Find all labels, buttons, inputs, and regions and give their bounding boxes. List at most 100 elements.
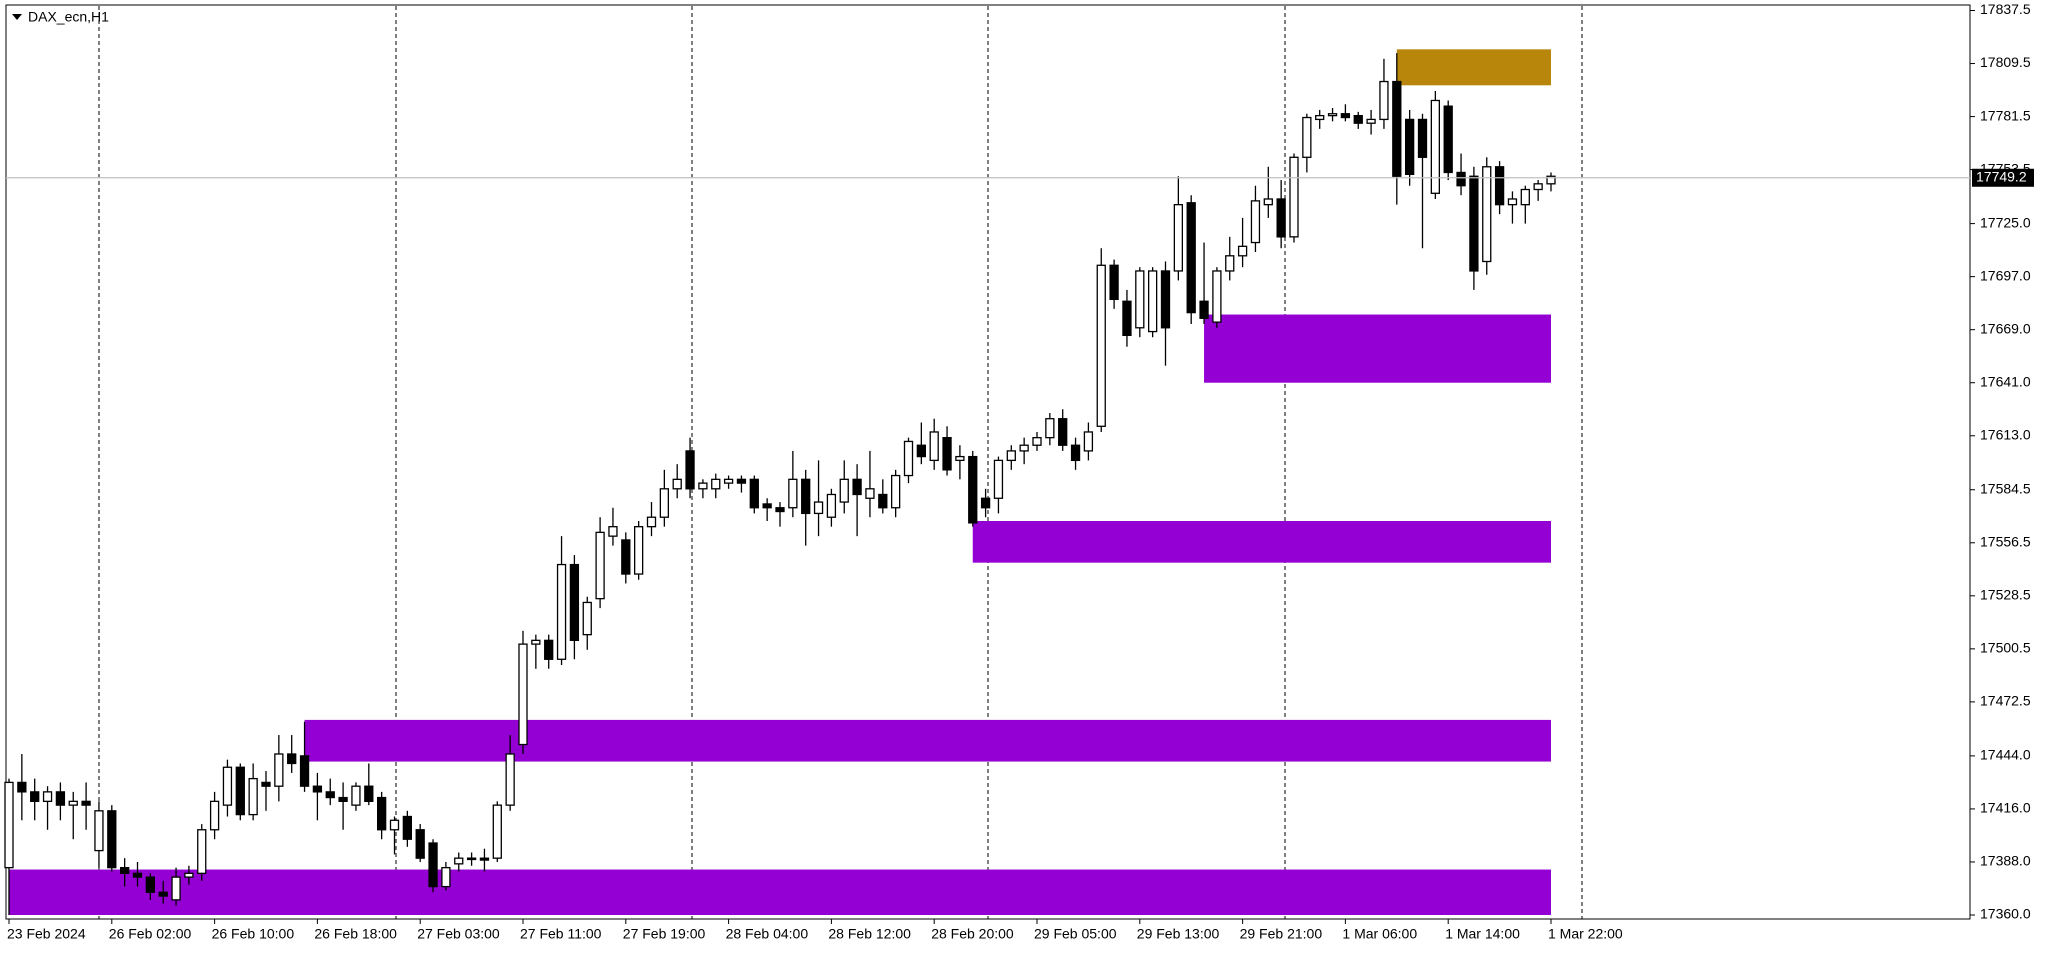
candle-body <box>852 478 862 496</box>
candle-body <box>634 526 644 575</box>
candle-body <box>351 785 361 806</box>
candle-body <box>1237 245 1248 257</box>
y-tick-label: 17725.0 <box>1980 214 2031 230</box>
candle-body <box>171 876 181 901</box>
candle-body <box>1032 437 1042 446</box>
candle-body <box>1430 99 1440 194</box>
x-tick-label: 28 Feb 20:00 <box>931 926 1014 942</box>
candle-body <box>1148 270 1158 333</box>
candle-body <box>261 781 271 787</box>
candle-body <box>1482 166 1492 263</box>
y-tick-label: 17500.5 <box>1980 640 2031 656</box>
candle-body <box>1392 80 1402 177</box>
candle-body <box>94 810 104 852</box>
x-tick-label: 29 Feb 05:00 <box>1034 926 1117 942</box>
candle-body <box>1045 418 1055 439</box>
candle-body <box>248 777 258 816</box>
candle-body <box>4 781 14 869</box>
y-tick-label: 17528.5 <box>1980 587 2031 603</box>
candle-body <box>878 493 888 509</box>
candle-body <box>1058 418 1068 446</box>
candle-body <box>582 601 592 636</box>
candle-body <box>839 478 849 503</box>
candle-body <box>364 785 374 802</box>
candle-body <box>197 829 207 874</box>
candle-body <box>1096 264 1106 427</box>
candle-body <box>415 829 425 859</box>
candle-body <box>1135 270 1145 329</box>
zone <box>304 719 1551 762</box>
candle-body <box>325 791 335 799</box>
candle-body <box>723 478 734 484</box>
candle-body <box>1469 175 1479 272</box>
candle-body <box>1494 166 1505 206</box>
x-tick-label: 26 Feb 18:00 <box>314 926 397 942</box>
candle-body <box>402 815 413 840</box>
candle-body <box>980 497 991 509</box>
chart-title: DAX_ecn,H1 <box>28 9 109 25</box>
candle-body <box>646 516 657 528</box>
candle-body <box>1019 444 1029 452</box>
y-tick-label: 17360.0 <box>1980 906 2031 922</box>
candle-body <box>1109 264 1119 301</box>
candle-body <box>749 478 759 509</box>
zone <box>972 520 1551 563</box>
candle-body <box>1546 175 1556 185</box>
y-tick-label: 17781.5 <box>1980 107 2031 123</box>
candle-body <box>1353 114 1363 124</box>
candle-body <box>107 810 117 869</box>
candle-body <box>42 791 53 802</box>
candle-body <box>891 474 901 509</box>
y-tick-label: 17641.0 <box>1980 373 2031 389</box>
candle-body <box>775 507 785 513</box>
candle-body <box>608 526 618 537</box>
candle-body <box>479 857 490 861</box>
candle-body <box>569 563 580 641</box>
candle-body <box>1006 450 1016 462</box>
menu-arrow[interactable] <box>12 14 22 20</box>
y-tick-label: 17669.0 <box>1980 320 2031 336</box>
candle-body <box>30 791 40 802</box>
candle-body <box>274 753 284 787</box>
candle-body <box>1070 444 1081 462</box>
candle-body <box>968 455 978 524</box>
candle-body <box>801 478 811 515</box>
x-tick-label: 27 Feb 11:00 <box>520 926 602 942</box>
candle-body <box>1199 300 1209 319</box>
candle-body <box>1160 270 1171 329</box>
x-tick-label: 29 Feb 13:00 <box>1137 926 1220 942</box>
x-tick-label: 28 Feb 04:00 <box>726 926 809 942</box>
candle-body <box>158 891 168 897</box>
candle-body <box>1276 198 1286 238</box>
candle-body <box>595 531 605 600</box>
candle-body <box>903 440 914 477</box>
candle-body <box>1520 188 1530 206</box>
zone <box>1204 314 1551 383</box>
candle-body <box>17 781 27 793</box>
candle-body <box>1327 113 1338 117</box>
candle-body <box>376 796 387 831</box>
candle-body <box>813 501 824 515</box>
candle-body <box>132 872 143 878</box>
y-tick-label: 17809.5 <box>1980 54 2031 70</box>
candle-body <box>955 455 965 462</box>
candle-body <box>1456 171 1466 187</box>
candle-body <box>1302 116 1312 158</box>
candle-body <box>1417 118 1428 158</box>
candle-body <box>672 478 682 490</box>
x-tick-label: 1 Mar 22:00 <box>1548 926 1623 942</box>
candle-body <box>81 800 91 806</box>
candle-body <box>711 478 721 490</box>
candle-body <box>1263 198 1273 206</box>
candle-body <box>659 488 669 518</box>
y-tick-label: 17472.5 <box>1980 693 2031 709</box>
y-tick-label: 17388.0 <box>1980 853 2031 869</box>
candle-body <box>299 755 310 787</box>
candle-body <box>184 872 194 878</box>
x-tick-label: 26 Feb 02:00 <box>109 926 192 942</box>
candle-body <box>428 842 438 888</box>
x-tick-label: 27 Feb 03:00 <box>417 926 500 942</box>
candle-body <box>929 431 939 462</box>
price-label-box <box>1972 168 2034 187</box>
